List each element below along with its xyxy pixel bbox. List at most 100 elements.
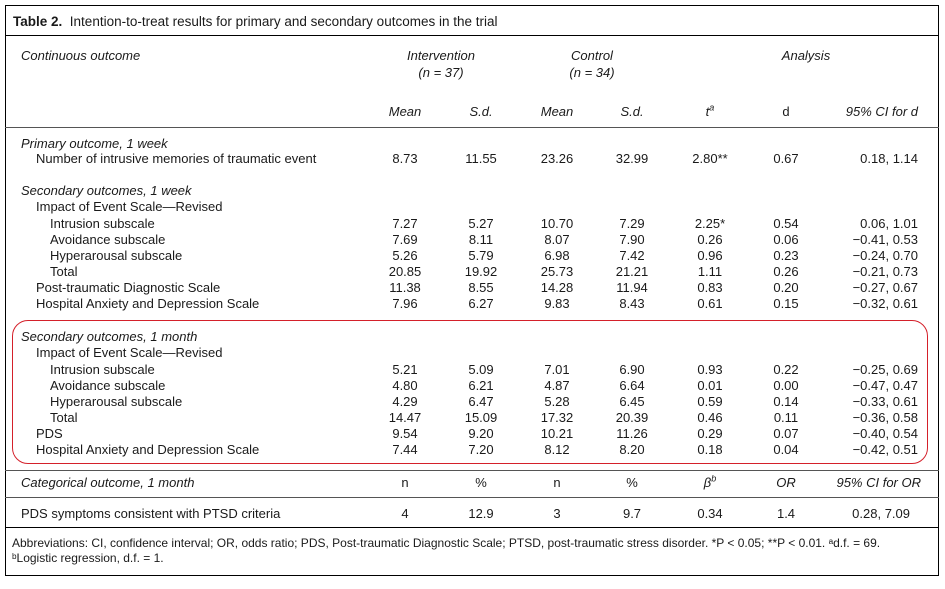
cat-col-header-int-pct: % — [475, 475, 487, 490]
table-cell: 0.67 — [773, 151, 799, 166]
table-cell: 11.55 — [465, 151, 497, 166]
footnote-abbreviations: Abbreviations: CI, confidence interval; … — [12, 536, 881, 550]
highlight-box — [12, 320, 928, 464]
table-cell: 8.12 — [544, 442, 570, 457]
table-cell: 0.14 — [773, 394, 799, 409]
table-cell: 15.09 — [464, 410, 498, 425]
table-cell: 7.29 — [619, 216, 645, 231]
table-cell: 9.83 — [544, 296, 570, 311]
header-rule — [5, 127, 939, 128]
table-cell: 8.20 — [619, 442, 645, 457]
table-cell: 7.44 — [392, 442, 418, 457]
row-label: Total — [50, 264, 78, 279]
cat-cell: 12.9 — [468, 506, 494, 521]
table-cell: 0.04 — [773, 442, 799, 457]
control-n: (n = 34) — [569, 65, 615, 80]
table-cell: 17.32 — [540, 410, 574, 425]
table-cell: 20.39 — [615, 410, 649, 425]
table-cell: 9.54 — [392, 426, 418, 441]
row-label: Hospital Anxiety and Depression Scale — [36, 442, 260, 457]
cat-cell: 3 — [553, 506, 561, 521]
cat-col-header-or: OR — [776, 475, 796, 490]
cat-cell: 0.28, 7.09 — [852, 506, 910, 521]
cat-col-header-int-n: n — [401, 475, 409, 490]
table-cell: 8.55 — [468, 280, 494, 295]
table-cell: −0.36, 0.58 — [852, 410, 918, 425]
table-cell: 6.64 — [619, 378, 645, 393]
table-cell: 19.92 — [464, 264, 498, 279]
footnote-logistic: ᵇLogistic regression, d.f. = 1. — [12, 551, 164, 565]
cat-col-header-ctl-pct: % — [626, 475, 638, 490]
categorical-row-label: PDS symptoms consistent with PTSD criter… — [21, 506, 281, 521]
table-cell: 0.23 — [773, 248, 799, 263]
table-cell: 0.00 — [773, 378, 799, 393]
table-cell: 21.21 — [615, 264, 649, 279]
section-heading: Primary outcome, 1 week — [21, 136, 168, 151]
table-cell: −0.24, 0.70 — [852, 248, 918, 263]
row-label: Intrusion subscale — [50, 362, 155, 377]
table-cell: −0.41, 0.53 — [852, 232, 918, 247]
table-cell: 4.87 — [544, 378, 570, 393]
cat-cell: 9.7 — [622, 506, 642, 521]
table-cell: 32.99 — [615, 151, 649, 166]
table-cell: 0.29 — [697, 426, 723, 441]
cat-cell: 0.34 — [697, 506, 723, 521]
col-header-int-mean: Mean — [388, 104, 422, 119]
table-number: Table 2. — [13, 14, 63, 29]
table-cell: 7.20 — [468, 442, 494, 457]
col-header-t: ta — [705, 102, 715, 119]
table-cell: 8.43 — [619, 296, 645, 311]
table-cell: 6.27 — [468, 296, 494, 311]
table-cell: 6.21 — [468, 378, 494, 393]
table-cell: 0.54 — [773, 216, 799, 231]
table-cell: 5.09 — [468, 362, 494, 377]
cat-cell: 1.4 — [776, 506, 796, 521]
row-label: Total — [50, 410, 78, 425]
table-cell: 2.80** — [692, 151, 728, 166]
table-cell: 0.93 — [697, 362, 723, 377]
table-cell: 7.96 — [392, 296, 418, 311]
row-label: Impact of Event Scale—Revised — [36, 199, 223, 214]
table-cell: 5.28 — [544, 394, 570, 409]
footnote-rule — [5, 527, 939, 528]
table-cell: 0.01 — [697, 378, 723, 393]
table-cell: 6.98 — [544, 248, 570, 263]
table-cell: 8.11 — [468, 232, 494, 247]
cat-col-header-ci-or: 95% CI for OR — [836, 475, 921, 490]
table-cell: 11.94 — [616, 280, 648, 295]
table-caption: Table 2. Intention-to-treat results for … — [13, 14, 498, 29]
col-header-ci-d: 95% CI for d — [845, 104, 918, 119]
table-cell: 25.73 — [540, 264, 574, 279]
row-label: Avoidance subscale — [50, 378, 166, 393]
table-cell: −0.47, 0.47 — [852, 378, 918, 393]
table-cell: 23.26 — [540, 151, 574, 166]
col-header-ctl-sd: S.d. — [620, 104, 644, 119]
table-cell: 5.27 — [468, 216, 494, 231]
table-cell: 7.69 — [392, 232, 418, 247]
cat-col-header-ctl-n: n — [553, 475, 561, 490]
table-cell: 7.27 — [392, 216, 418, 231]
col-header-int-sd: S.d. — [469, 104, 493, 119]
col-header-ctl-mean: Mean — [540, 104, 574, 119]
table-cell: 14.47 — [388, 410, 422, 425]
table-cell: 2.25* — [694, 216, 726, 231]
table-cell: 4.80 — [392, 378, 418, 393]
row-label: Hyperarousal subscale — [50, 248, 183, 263]
results-table — [5, 5, 939, 576]
table-cell: 0.06, 1.01 — [860, 216, 918, 231]
section-heading: Secondary outcomes, 1 week — [21, 183, 192, 198]
row-label: Intrusion subscale — [50, 216, 155, 231]
row-label: PDS — [36, 426, 63, 441]
analysis-header: Analysis — [781, 48, 831, 63]
table-cell: 0.06 — [773, 232, 799, 247]
row-label: Avoidance subscale — [50, 232, 166, 247]
table-cell: 6.47 — [468, 394, 494, 409]
cat-col-header-beta: βb — [703, 473, 717, 490]
table-cell: 0.22 — [773, 362, 799, 377]
table-cell: 0.26 — [773, 264, 799, 279]
table-cell: −0.21, 0.73 — [852, 264, 918, 279]
table-cell: 0.11 — [773, 410, 799, 425]
table-cell: 4.29 — [392, 394, 418, 409]
row-label: Number of intrusive memories of traumati… — [36, 151, 317, 166]
table-cell: 0.46 — [697, 410, 723, 425]
